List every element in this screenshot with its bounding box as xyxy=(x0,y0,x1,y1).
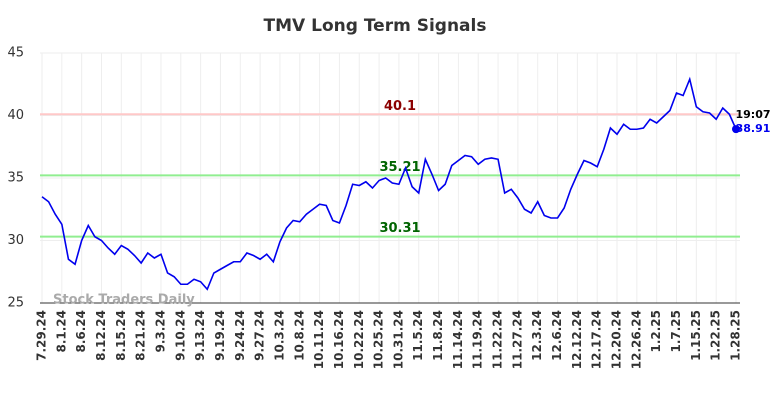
x-tick-label: 9.27.24 xyxy=(253,310,267,361)
x-tick-label: 11.22.24 xyxy=(491,310,505,369)
y-tick-label: 25 xyxy=(7,296,24,311)
y-tick-label: 30 xyxy=(7,233,24,248)
price-line xyxy=(41,76,737,291)
x-tick-label: 12.26.24 xyxy=(629,310,643,369)
reference-label: 35.21 xyxy=(379,160,420,175)
last-value: 38.91 xyxy=(736,122,771,135)
x-tick-label: 11.8.24 xyxy=(431,310,445,361)
x-tick-label: 10.3.24 xyxy=(272,310,286,361)
x-tick-label: 7.29.24 xyxy=(35,310,49,361)
x-tick-label: 11.27.24 xyxy=(510,310,524,369)
x-tick-label: 9.19.24 xyxy=(213,310,227,361)
x-tick-label: 12.17.24 xyxy=(590,310,604,369)
reference-label: 40.1 xyxy=(384,99,416,114)
x-tick-label: 1.28.25 xyxy=(729,310,743,361)
x-tick-label: 11.14.24 xyxy=(451,310,465,369)
x-tick-label: 10.11.24 xyxy=(312,310,326,369)
y-tick-label: 40 xyxy=(7,108,24,123)
x-tick-label: 8.21.24 xyxy=(134,310,148,361)
reference-label: 30.31 xyxy=(379,221,420,236)
x-tick-label: 9.24.24 xyxy=(233,310,247,361)
x-tick-label: 11.5.24 xyxy=(411,310,425,361)
x-tick-label: 9.13.24 xyxy=(193,310,207,361)
last-point xyxy=(732,125,740,134)
x-tick-label: 11.19.24 xyxy=(471,310,485,369)
y-tick-label: 45 xyxy=(7,46,24,61)
x-tick-label: 9.3.24 xyxy=(153,310,167,353)
x-tick-label: 10.16.24 xyxy=(332,310,346,369)
x-tick-label: 8.15.24 xyxy=(114,310,128,361)
x-tick-label: 9.10.24 xyxy=(173,310,187,361)
x-tick-label: 12.6.24 xyxy=(550,310,564,361)
x-tick-label: 10.25.24 xyxy=(372,310,386,369)
x-tick-label: 10.8.24 xyxy=(292,310,306,361)
last-time: 19:07 xyxy=(735,108,770,121)
x-tick-label: 10.31.24 xyxy=(391,310,405,369)
x-tick-label: 12.20.24 xyxy=(610,310,624,369)
x-tick-label: 1.22.25 xyxy=(709,310,723,361)
x-tick-label: 1.15.25 xyxy=(689,310,703,361)
chart-title: TMV Long Term Signals xyxy=(264,16,487,36)
y-tick-label: 35 xyxy=(7,171,24,186)
x-tick-label: 8.12.24 xyxy=(94,310,108,361)
x-tick-label: 12.12.24 xyxy=(570,310,584,369)
x-tick-label: 1.7.25 xyxy=(669,310,683,353)
x-tick-label: 12.3.24 xyxy=(530,310,544,361)
x-tick-label: 8.6.24 xyxy=(74,310,88,353)
x-tick-label: 1.2.25 xyxy=(649,310,663,353)
watermark: Stock Traders Daily xyxy=(53,293,195,308)
x-tick-label: 8.1.24 xyxy=(54,310,68,353)
x-tick-label: 10.22.24 xyxy=(352,310,366,369)
